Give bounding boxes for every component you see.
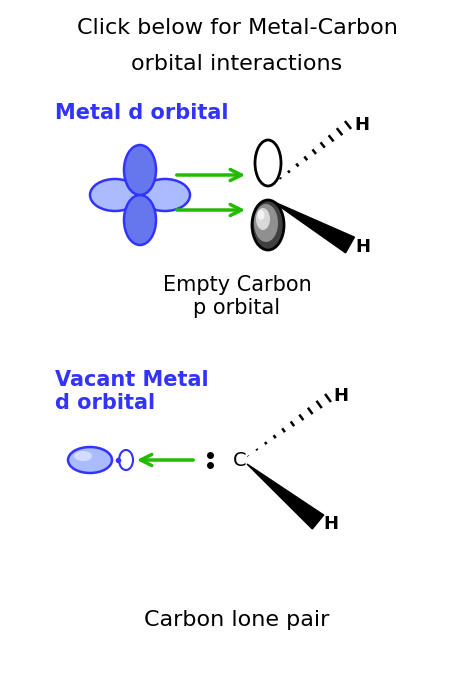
Text: Empty Carbon
p orbital: Empty Carbon p orbital: [163, 275, 311, 318]
Ellipse shape: [68, 447, 112, 473]
Ellipse shape: [90, 179, 140, 211]
Ellipse shape: [254, 204, 278, 242]
Text: Metal d orbital: Metal d orbital: [55, 103, 228, 123]
Text: H: H: [333, 387, 348, 405]
Ellipse shape: [256, 208, 270, 230]
Ellipse shape: [255, 140, 281, 186]
Text: Vacant Metal
d orbital: Vacant Metal d orbital: [55, 370, 209, 413]
Text: H: H: [355, 238, 370, 256]
Text: Click below for Metal-Carbon: Click below for Metal-Carbon: [77, 18, 397, 38]
Ellipse shape: [252, 200, 284, 250]
Text: C: C: [233, 450, 247, 469]
Text: H: H: [323, 515, 338, 533]
Ellipse shape: [124, 195, 156, 245]
Text: Carbon lone pair: Carbon lone pair: [144, 610, 330, 630]
Ellipse shape: [124, 145, 156, 195]
Ellipse shape: [257, 210, 264, 220]
Ellipse shape: [74, 451, 92, 461]
Ellipse shape: [119, 450, 133, 470]
Polygon shape: [272, 201, 355, 253]
Ellipse shape: [140, 179, 190, 211]
Polygon shape: [247, 464, 324, 529]
Text: H: H: [354, 116, 369, 134]
Text: orbital interactions: orbital interactions: [131, 54, 343, 74]
